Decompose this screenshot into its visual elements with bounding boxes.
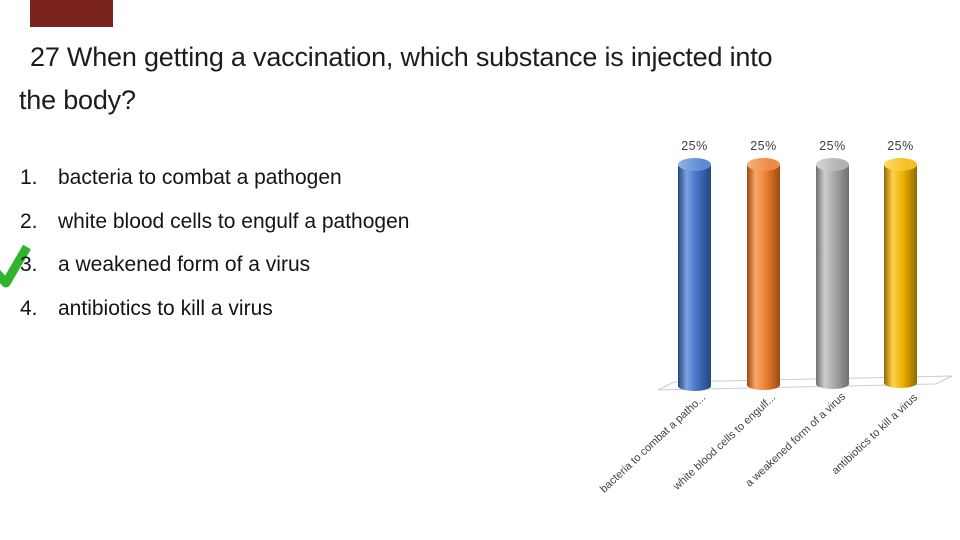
bar-top-cap — [884, 158, 917, 171]
category-axis-label: a weakened form of a virus — [743, 390, 849, 490]
category-axis-label: bacteria to combat a patho... — [597, 391, 709, 496]
option-number: 3. — [20, 253, 38, 276]
correct-answer-checkmark-icon — [0, 244, 31, 288]
option-label: a weakened form of a virus — [58, 253, 311, 276]
bar-body — [884, 164, 917, 388]
option-row-1: 1. bacteria to combat a pathogen — [20, 166, 620, 189]
option-label: white blood cells to engulf a pathogen — [58, 209, 410, 233]
bar-body — [747, 164, 780, 390]
chart-floor-plane — [657, 375, 953, 391]
bar-top-cap — [747, 158, 780, 171]
option-number: 1. — [20, 166, 38, 189]
bar-cylinder — [816, 158, 849, 389]
option-number: 4. — [20, 296, 38, 320]
question-title: 27 When getting a vaccination, which sub… — [19, 36, 944, 122]
accent-bar — [30, 0, 113, 27]
bar-top-cap — [816, 158, 849, 171]
option-number: 2. — [20, 209, 38, 233]
bar-value-label: 25% — [681, 139, 708, 153]
options-list: 1. bacteria to combat a pathogen 2. whit… — [20, 166, 620, 340]
bar-top-cap — [678, 158, 711, 171]
question-title-line-2: the body? — [19, 85, 136, 115]
bar-cylinder — [884, 158, 917, 388]
option-row-4: 4. antibiotics to kill a virus — [20, 297, 620, 320]
option-label: bacteria to combat a pathogen — [58, 166, 342, 189]
bar-body — [816, 164, 849, 389]
bar-body — [678, 164, 711, 391]
question-title-line-1: 27 When getting a vaccination, which sub… — [30, 42, 773, 72]
option-label: antibiotics to kill a virus — [58, 296, 273, 320]
bar-cylinder — [747, 158, 780, 390]
category-axis-label: white blood cells to engulf... — [671, 391, 779, 493]
bar-value-label: 25% — [887, 139, 914, 153]
bar-cylinder — [678, 158, 711, 391]
option-row-2: 2. white blood cells to engulf a pathoge… — [20, 210, 620, 233]
bar-value-label: 25% — [750, 139, 777, 153]
bar-value-label: 25% — [819, 139, 846, 153]
option-row-3: 3. a weakened form of a virus — [20, 253, 620, 276]
category-axis-label: antibiotics to kill a virus — [829, 391, 921, 478]
